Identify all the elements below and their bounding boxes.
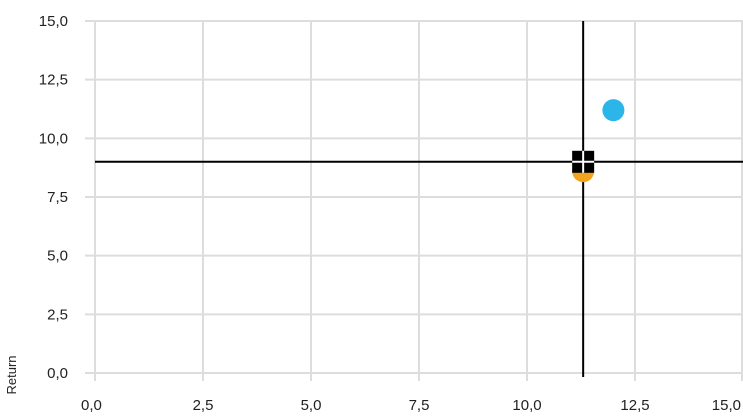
y-tick-label: 2,5 [47, 306, 68, 323]
x-tick-label: 0,0 [81, 397, 102, 414]
x-tick-labels: 0,0 2,5 5,0 7,5 10,0 12,5 15,0 [81, 397, 741, 414]
x-tick-label: 5,0 [301, 397, 322, 414]
x-tick-label: 12,5 [620, 397, 649, 414]
y-tick-label: 0,0 [47, 365, 68, 382]
y-tick-label: 5,0 [47, 248, 68, 265]
grid [85, 20, 743, 381]
x-tick-label: 10,0 [512, 397, 541, 414]
y-tick-label: 10,0 [39, 130, 68, 147]
y-tick-label: 15,0 [39, 13, 68, 30]
x-tick-label: 2,5 [193, 397, 214, 414]
y-tick-label: 12,5 [39, 72, 68, 89]
x-tick-label: 7,5 [409, 397, 430, 414]
reference-lines [95, 21, 743, 377]
y-axis-title: Return [4, 355, 19, 394]
data-point [602, 99, 625, 122]
x-tick-label: 15,0 [712, 397, 741, 414]
reference-markers [572, 150, 595, 173]
y-tick-labels: 0,0 2,5 5,0 7,5 10,0 12,5 15,0 [39, 13, 68, 382]
y-tick-label: 7,5 [47, 189, 68, 206]
